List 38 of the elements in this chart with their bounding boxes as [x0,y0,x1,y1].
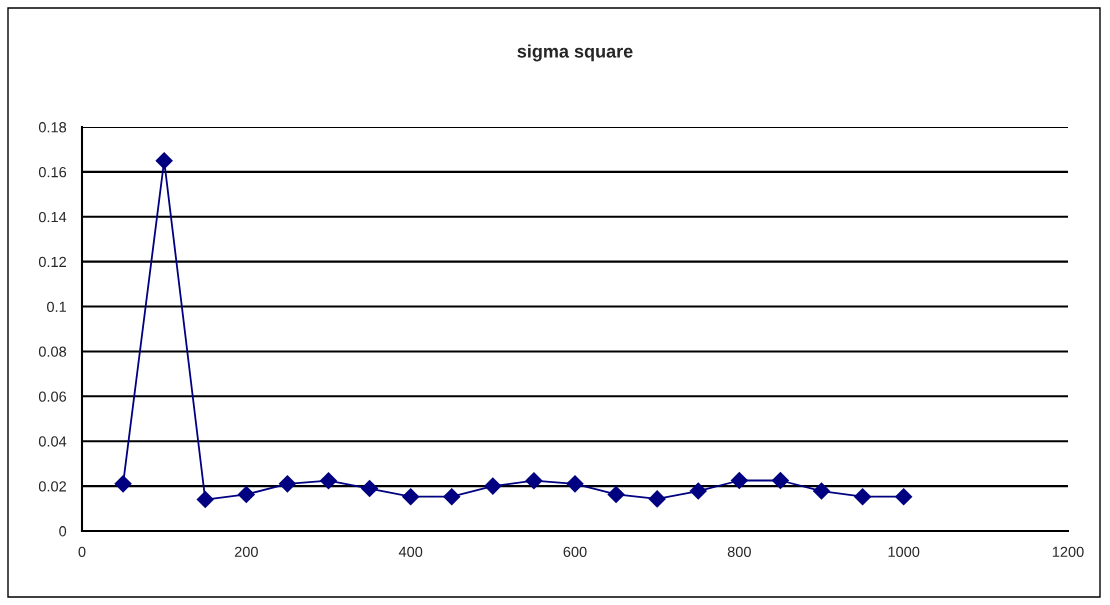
point [360,479,379,498]
y-tick-label: 0.14 [38,211,67,223]
point [155,151,173,170]
chart-title: sigma square [517,44,633,62]
point [525,471,543,490]
x-tick-label: 1200 [1052,546,1084,557]
x-tick-label: 1000 [888,546,920,557]
point [442,487,461,506]
point [648,490,666,508]
point [812,482,831,500]
point [196,490,215,509]
point [771,471,790,490]
point [237,485,256,504]
x-tick-label: 0 [78,546,86,557]
y-tick-label: 0.16 [38,166,67,178]
point [401,487,420,506]
y-tick-label: 0.08 [38,346,67,357]
y-tick-label: 0.04 [38,436,67,447]
point [278,475,297,493]
point [566,475,584,493]
y-tick-label: 0.02 [38,481,66,492]
x-tick-label: 400 [398,546,423,557]
point [607,485,625,504]
x-tick-label: 200 [234,546,258,557]
y-tick-label: 0.18 [38,122,67,133]
point [853,487,872,506]
y-tick-label: 0 [59,526,67,537]
y-tick-label: 0.12 [38,256,66,268]
y-tick-label: 0.1 [47,301,67,312]
y-tick-label: 0.06 [38,391,67,402]
point [730,471,749,490]
point [894,487,913,506]
point [689,482,708,500]
x-tick-label: 600 [563,546,587,557]
point [114,475,132,493]
point [484,477,502,495]
x-tick-label: 800 [727,546,751,557]
point [319,471,338,490]
